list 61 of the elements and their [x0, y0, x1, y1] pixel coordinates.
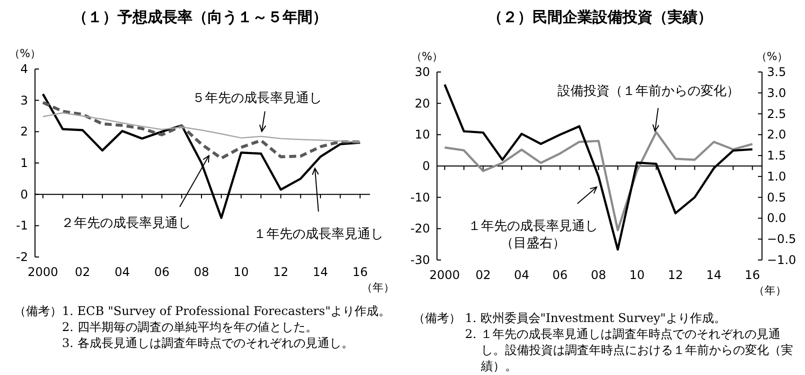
- y2-axis-title: （%）: [756, 50, 788, 63]
- y2-tick-label: 1.5: [767, 148, 786, 163]
- y-tick-label: 10: [414, 128, 430, 142]
- x-tick-label: 16: [352, 265, 368, 279]
- text: （備考）: [14, 303, 62, 319]
- y-tick-label: 2: [20, 124, 28, 139]
- y2-tick-label: −1.0: [767, 253, 796, 267]
- y-tick-label: -1: [16, 218, 28, 233]
- series-label: ５年先の成長率見通し: [191, 90, 323, 107]
- y2-tick-label: −0.5: [767, 232, 796, 246]
- y2-tick-label: 0.0: [767, 211, 786, 226]
- x-tick-label: 06: [154, 265, 170, 279]
- x-tick-label: 12: [668, 268, 684, 282]
- y-tick-label: 4: [20, 62, 28, 76]
- y2-tick-label: 2.5: [767, 106, 786, 121]
- chart-title: （２）民間企業設備投資（実績）: [488, 8, 712, 26]
- y-axis-title: （%）: [410, 50, 444, 63]
- x-tick-label: 08: [194, 265, 210, 279]
- x-tick-label: 06: [552, 268, 568, 282]
- y-tick-label: -30: [410, 253, 430, 267]
- x-tick-label: 10: [629, 268, 645, 282]
- x-tick-label: 02: [74, 265, 90, 279]
- y2-tick-label: 3.0: [767, 86, 786, 100]
- y2-tick-label: 0.5: [767, 190, 786, 204]
- x-tick-label: 04: [114, 265, 130, 279]
- y-tick-label: 1: [20, 156, 28, 170]
- y-tick-label: 30: [414, 65, 430, 79]
- x-tick-label: 2000: [28, 265, 58, 279]
- chart-title: （１）予想成長率（向う１～５年間）: [72, 8, 328, 26]
- y-tick-label: 20: [414, 96, 430, 110]
- x-tick-label: 10: [234, 265, 249, 279]
- y-tick-label: 3: [20, 93, 28, 108]
- text: ２年先の成長率見通し: [60, 215, 192, 232]
- text: （備考）: [413, 310, 461, 326]
- y-tick-label: 0: [20, 187, 28, 202]
- y2-tick-label: 3.5: [767, 65, 786, 79]
- x-tick-label: 14: [312, 265, 328, 279]
- y-tick-label: 0: [422, 159, 430, 173]
- x-axis-title: （年）: [362, 281, 394, 294]
- x-tick-label: 02: [476, 268, 491, 282]
- x-tick-label: 08: [590, 268, 606, 282]
- text: 1. ECB "Survey of Professional Forecasters"より作成。: [62, 303, 392, 319]
- text: 2. １年先の成長率見通しは調査年時点でのそれぞれの見通し。設備投資は調査年時点における１年前からの変化（実績）。: [465, 326, 793, 374]
- legend-label: １年先の成長率見通し（目盛右）: [467, 218, 600, 252]
- y-tick-label: -20: [410, 222, 430, 236]
- y2-tick-label: 2.0: [767, 128, 786, 142]
- x-tick-label: 12: [273, 265, 288, 279]
- y-axis-title: （%）: [8, 47, 42, 60]
- text: 1. 欧州委員会"Investment Survey"より作成。: [465, 310, 727, 326]
- text: １年先の成長率見通し: [252, 226, 384, 244]
- x-tick-label: 14: [706, 268, 722, 282]
- text: 設備投資（１年前からの変化）: [556, 83, 741, 100]
- x-tick-label: 16: [744, 268, 760, 282]
- y2-tick-label: 1.0: [767, 169, 786, 184]
- text: 3. 各成長見通しは調査年時点でのそれぞれの見通し。: [62, 335, 354, 351]
- x-tick-label: 04: [514, 268, 530, 282]
- x-axis-title: （年）: [754, 284, 786, 297]
- text: 2. 四半期毎の調査の単純平均を年の値とした。: [62, 319, 318, 335]
- x-tick-label: 2000: [429, 268, 460, 282]
- y-tick-label: -10: [410, 190, 430, 204]
- y-tick-label: -2: [16, 250, 28, 264]
